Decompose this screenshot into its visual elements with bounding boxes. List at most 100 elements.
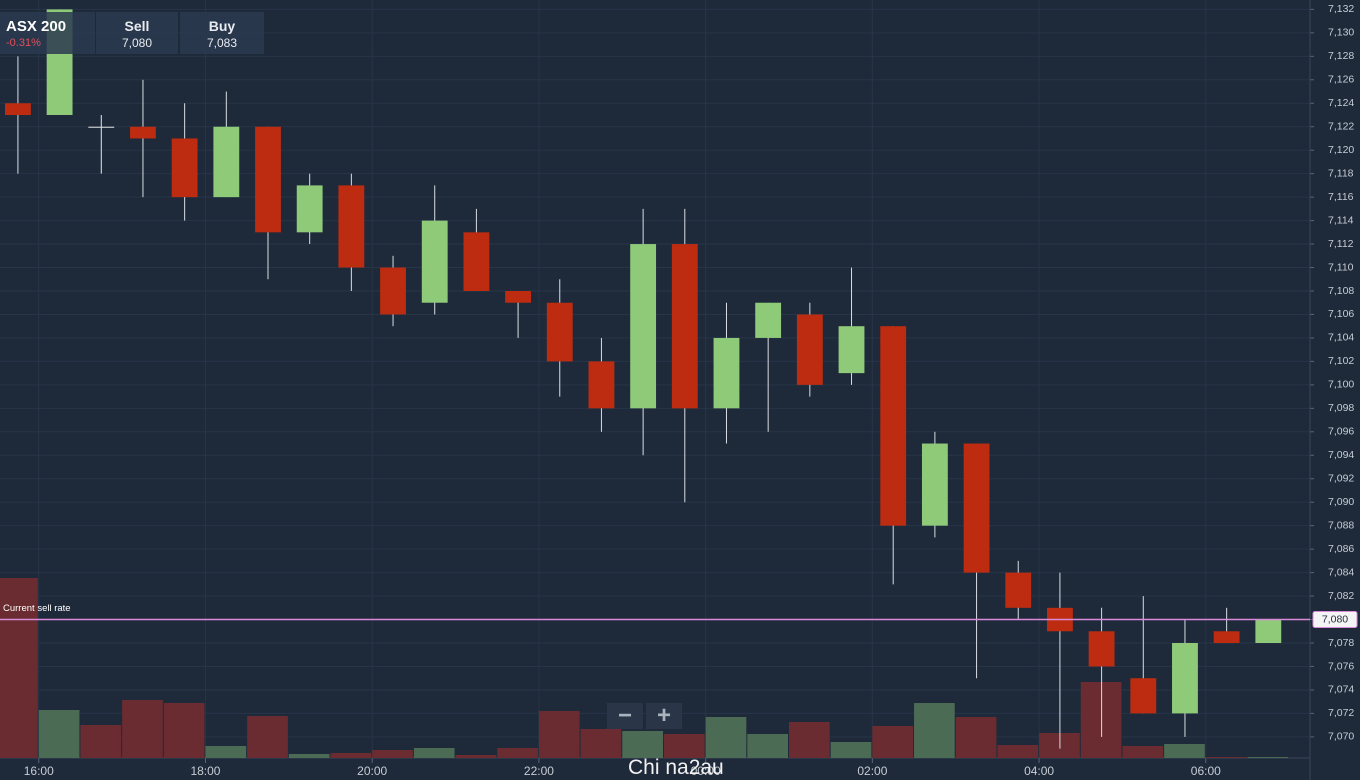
- x-tick-label: 06:00: [1191, 764, 1221, 778]
- buy-price: 7,083: [206, 36, 238, 50]
- zoom-in-button[interactable]: +: [646, 703, 682, 729]
- volume-bar: [372, 750, 413, 758]
- candle-body: [921, 443, 948, 526]
- volume-bar: [455, 755, 497, 758]
- volume-bar: [288, 754, 330, 758]
- x-tick-label: 20:00: [357, 764, 387, 778]
- y-tick-label: 7,072: [1328, 707, 1354, 719]
- candle-body: [463, 232, 490, 291]
- candle-body: [671, 244, 698, 409]
- volume-bar: [789, 722, 830, 758]
- volume-bar: [80, 725, 122, 758]
- y-tick-label: 7,088: [1328, 519, 1354, 531]
- volume-bar: [0, 578, 38, 758]
- candle-body: [380, 267, 406, 315]
- y-tick-label: 7,098: [1328, 402, 1354, 414]
- volume-bar: [413, 748, 455, 758]
- candle-body: [713, 337, 740, 409]
- volume-bar: [1164, 744, 1205, 758]
- x-tick-label: 22:00: [524, 764, 554, 778]
- y-tick-label: 7,116: [1328, 191, 1354, 203]
- candle-body: [5, 103, 31, 115]
- x-tick-label: 02:00: [857, 764, 887, 778]
- y-tick-label: 7,078: [1328, 637, 1354, 649]
- y-tick-label: 7,126: [1328, 74, 1354, 86]
- y-tick-label: 7,128: [1328, 50, 1354, 62]
- volume-bar: [914, 703, 955, 758]
- y-tick-label: 7,102: [1328, 355, 1354, 367]
- y-tick-label: 7,110: [1328, 261, 1354, 273]
- instrument-panel[interactable]: ASX 200 -0.31%: [0, 12, 95, 54]
- y-tick-label: 7,086: [1328, 543, 1354, 555]
- watermark: Chi na2au: [628, 756, 724, 779]
- candle-body: [88, 126, 115, 128]
- volume-bar: [1122, 746, 1164, 758]
- candle-body: [255, 126, 281, 233]
- candle-body: [1213, 631, 1240, 644]
- y-tick-label: 7,074: [1328, 684, 1354, 696]
- candle-body: [755, 302, 782, 338]
- candle-body: [963, 443, 990, 573]
- candle-body: [838, 326, 865, 374]
- candle-body: [130, 126, 156, 139]
- volume-bar: [122, 700, 163, 758]
- candle-body: [171, 138, 198, 198]
- buy-label: Buy: [208, 18, 236, 34]
- buy-panel[interactable]: Buy 7,083: [180, 12, 264, 54]
- y-tick-label: 7,076: [1328, 660, 1354, 672]
- change: -0.31%: [6, 37, 41, 49]
- y-tick-label: 7,094: [1328, 449, 1354, 461]
- candle-body: [296, 185, 323, 233]
- candle-body: [338, 185, 365, 268]
- volume-bar: [747, 734, 789, 758]
- x-tick-label: 16:00: [24, 764, 54, 778]
- candle-body: [505, 290, 532, 303]
- y-tick-label: 7,092: [1328, 473, 1354, 485]
- candle-body: [1130, 678, 1157, 714]
- y-tick-label: 7,122: [1328, 121, 1354, 133]
- x-tick-label: 18:00: [190, 764, 220, 778]
- candle-body: [1255, 619, 1282, 644]
- y-tick-label: 7,104: [1328, 332, 1354, 344]
- x-tick-label: 04:00: [1024, 764, 1054, 778]
- y-tick-label: 7,132: [1328, 3, 1354, 15]
- reference-tag: [1312, 611, 1358, 629]
- y-tick-label: 7,130: [1328, 27, 1354, 39]
- y-tick-label: 7,096: [1328, 426, 1354, 438]
- sell-panel[interactable]: Sell 7,080: [96, 12, 178, 54]
- volume-bar: [580, 729, 622, 758]
- volume-bar: [705, 717, 747, 758]
- candle-body: [588, 361, 615, 409]
- volume-bar: [872, 726, 914, 758]
- volume-bar: [538, 711, 580, 758]
- volume-bar: [830, 742, 872, 758]
- zoom-out-button[interactable]: −: [607, 703, 643, 729]
- volume-bar: [1205, 757, 1247, 758]
- volume-bar: [247, 716, 288, 758]
- candle-body: [1088, 631, 1115, 667]
- candle-body: [1005, 572, 1032, 608]
- candle-body: [880, 326, 907, 526]
- y-tick-label: 7,084: [1328, 566, 1354, 578]
- candle-body: [546, 302, 573, 362]
- volume-bar: [663, 734, 705, 758]
- y-tick-label: 7,118: [1328, 167, 1354, 179]
- reference-label: Current sell rate: [3, 603, 71, 614]
- candle-body: [630, 244, 657, 409]
- candle-body: [421, 220, 448, 303]
- sell-price: 7,080: [121, 36, 153, 50]
- volume-bar: [997, 745, 1039, 758]
- volume-bar: [497, 748, 538, 758]
- y-tick-label: 7,120: [1328, 144, 1354, 156]
- sell-label: Sell: [124, 18, 150, 34]
- y-tick-label: 7,090: [1328, 496, 1354, 508]
- candle-body: [213, 126, 240, 198]
- y-tick-label: 7,108: [1328, 285, 1354, 297]
- candle-body: [796, 314, 823, 385]
- volume-bar: [955, 717, 997, 758]
- x-tick-label: 00:00: [691, 764, 721, 778]
- y-tick-label: 7,100: [1328, 379, 1354, 391]
- volume-bar: [163, 703, 205, 758]
